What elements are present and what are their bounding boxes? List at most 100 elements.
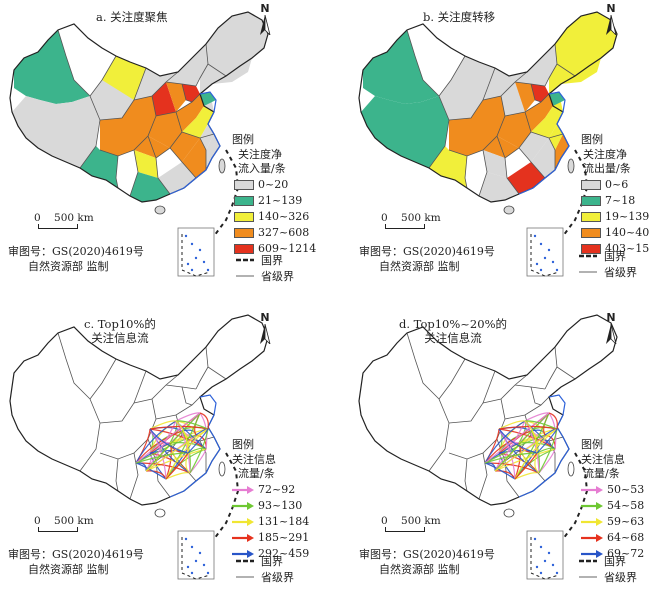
- province-hunan: [519, 132, 549, 162]
- provincial-boundary-label: 省级界: [604, 570, 637, 584]
- flow-line: [524, 420, 538, 454]
- legend-class-1: 54~58: [581, 499, 644, 513]
- provincial-boundary: [530, 386, 542, 406]
- flow-line: [149, 428, 189, 454]
- national-boundary: [358, 11, 618, 203]
- flow-line: [175, 420, 189, 454]
- provincial-boundary-icon: [579, 576, 597, 578]
- island-dot: [539, 571, 543, 575]
- legend-class-label: 72~92: [258, 483, 296, 496]
- island-dot: [539, 242, 543, 246]
- china-map-d: [358, 314, 618, 580]
- provincial-boundary: [448, 398, 506, 460]
- legend-class-1: 21~139: [234, 194, 316, 208]
- flow-line: [175, 412, 201, 422]
- island-dot: [190, 268, 194, 272]
- coastline: [169, 394, 221, 498]
- legend-arrow-icon: [581, 485, 603, 495]
- province-hunan: [170, 132, 200, 162]
- china-map-c: [9, 314, 269, 580]
- island-taiwan: [218, 461, 226, 477]
- flow-line: [524, 420, 558, 430]
- flow-line: [484, 420, 526, 464]
- provincial-boundary: [199, 137, 207, 170]
- flow-line: [145, 412, 201, 472]
- province-qinghai: [90, 56, 134, 120]
- national-boundary: [9, 314, 269, 506]
- south-china-sea-inset: [177, 530, 215, 580]
- provincial-boundary: [99, 95, 157, 157]
- provincial-boundary: [438, 358, 466, 400]
- scale-bar-d: 0 500 km: [381, 515, 441, 532]
- provincial-boundary: [99, 67, 147, 121]
- provincial-boundary: [155, 396, 201, 420]
- flow-line: [145, 420, 177, 472]
- legend-swatch: [234, 228, 254, 238]
- north-arrow-b: N: [603, 2, 619, 35]
- flow-line: [185, 452, 191, 474]
- north-label: N: [260, 2, 270, 15]
- province-anhui: [182, 106, 214, 138]
- scale-bar-a: 0 500 km: [34, 212, 94, 229]
- north-arrow-icon: [260, 15, 271, 35]
- flow-line: [524, 412, 550, 422]
- scale-bar-b: 0 500 km: [381, 212, 441, 229]
- island-taiwan: [218, 158, 226, 174]
- maritime-boundary: [562, 452, 589, 540]
- provincial-boundary: [165, 384, 197, 390]
- legend-class-2: 131~184: [232, 515, 309, 529]
- flow-line: [135, 434, 197, 464]
- legend-class-3: 64~68: [581, 531, 644, 545]
- legend-b-title-1: 图例: [581, 133, 603, 146]
- legend-swatch: [581, 212, 601, 222]
- legend-class-label: 21~139: [258, 194, 303, 207]
- provincial-boundary-icon: [236, 576, 254, 578]
- scale-zero: 0: [34, 515, 41, 527]
- flow-line: [536, 428, 558, 454]
- legend-d-title-3: 流量/条: [583, 467, 620, 480]
- provincial-boundary: [57, 332, 91, 400]
- legend-arrow-icon: [232, 533, 254, 543]
- province-heilongjiang: [555, 12, 617, 76]
- legend-class-label: 609~1214: [258, 242, 317, 255]
- provincial-boundary: [129, 452, 139, 500]
- provincial-boundary: [478, 452, 488, 500]
- legend-class-label: 131~184: [258, 515, 310, 528]
- provincial-boundary: [79, 398, 101, 472]
- scale-zero: 0: [34, 212, 41, 224]
- provincial-boundary: [79, 95, 101, 169]
- china-map-a: [9, 11, 269, 277]
- flow-line: [187, 447, 207, 454]
- legend-class-label: 93~130: [258, 499, 303, 512]
- province-hubei: [148, 112, 182, 148]
- flow-line: [498, 420, 526, 430]
- maritime-boundary: [213, 452, 240, 540]
- review-line-2: 自然资源部 监制: [28, 563, 109, 576]
- flow-line: [498, 428, 538, 454]
- legend-a-title-3: 流入量/条: [238, 162, 286, 175]
- provincial-boundary: [406, 332, 440, 400]
- province-jiangxi: [182, 138, 206, 178]
- province-xinjiang: [363, 30, 439, 104]
- flow-line: [484, 430, 532, 464]
- province-shanxi: [166, 82, 186, 112]
- island-dot: [555, 571, 559, 575]
- flow-line: [498, 425, 558, 430]
- legend-d-title-2: 关注信息: [581, 453, 625, 466]
- legend-class-1: 7~18: [581, 194, 650, 208]
- review-line-1: 审图号：GS(2020)4619号: [359, 548, 495, 561]
- coastline: [169, 91, 221, 195]
- flow-line: [536, 447, 556, 454]
- panel-b-title: b. 关注度转移: [423, 10, 496, 24]
- island-hainan: [154, 508, 166, 518]
- island-dot: [190, 571, 194, 575]
- legend-b-title-3: 流出量/条: [583, 162, 631, 175]
- province-henan: [525, 94, 553, 132]
- provincial-boundary-label: 省级界: [261, 570, 294, 584]
- national-boundary: [358, 314, 618, 506]
- province-yunnan: [429, 146, 467, 188]
- flow-line: [165, 452, 189, 480]
- provincial-boundary: [504, 93, 550, 117]
- review-note-b: 审图号：GS(2020)4619号 自然资源部 监制: [359, 244, 495, 274]
- provincial-boundary: [181, 386, 193, 406]
